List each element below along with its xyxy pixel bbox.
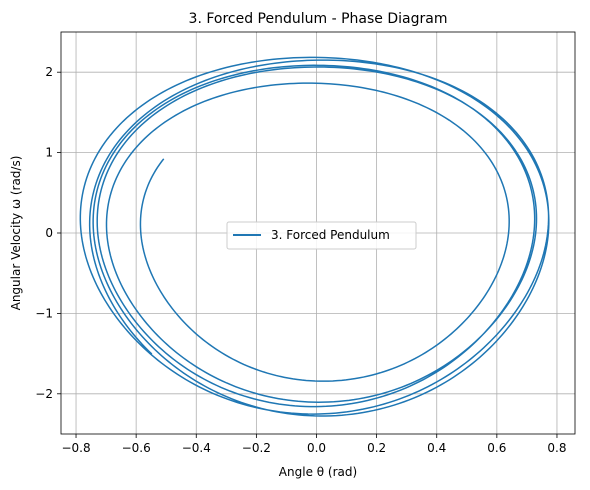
x-axis-label: Angle θ (rad) bbox=[279, 465, 357, 479]
x-tick-label: 0.8 bbox=[547, 441, 566, 455]
legend-entry-label: 3. Forced Pendulum bbox=[271, 228, 390, 242]
x-tick-label: −0.2 bbox=[242, 441, 271, 455]
y-tick-label: −1 bbox=[35, 306, 53, 320]
y-tick-label: 1 bbox=[45, 146, 53, 160]
x-tick-label: 0.6 bbox=[487, 441, 506, 455]
x-tick-label: −0.6 bbox=[122, 441, 151, 455]
x-axis-ticks: −0.8 −0.6 −0.4 −0.2 0.0 0.2 0.4 0.6 0.8 bbox=[61, 434, 567, 455]
x-tick-label: 0.2 bbox=[367, 441, 386, 455]
y-tick-label: −2 bbox=[35, 387, 53, 401]
y-tick-label: 2 bbox=[45, 65, 53, 79]
x-tick-label: 0.0 bbox=[307, 441, 326, 455]
y-tick-label: 0 bbox=[45, 226, 53, 240]
legend: 3. Forced Pendulum bbox=[226, 221, 417, 250]
y-axis-ticks: −2 −1 0 1 2 bbox=[35, 65, 61, 401]
chart-title: 3. Forced Pendulum - Phase Diagram bbox=[189, 11, 448, 27]
x-tick-label: −0.4 bbox=[182, 441, 211, 455]
legend-box bbox=[226, 221, 417, 250]
phase-trajectory-line bbox=[79, 56, 550, 417]
y-axis-label: Angular Velocity ω (rad/s) bbox=[9, 156, 23, 311]
x-tick-label: 0.4 bbox=[427, 441, 446, 455]
x-tick-label: −0.8 bbox=[61, 441, 90, 455]
